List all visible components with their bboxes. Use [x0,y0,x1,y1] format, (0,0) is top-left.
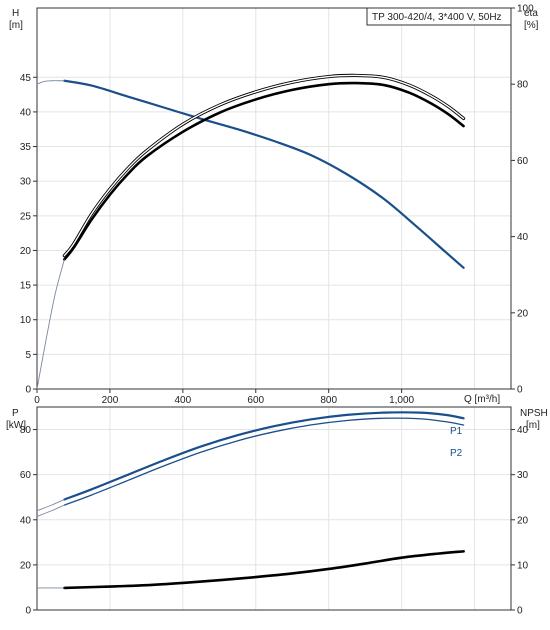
bottom-left-tick-label: 40 [20,515,32,526]
chart-title: TP 300-420/4, 3*400 V, 50Hz [372,12,502,23]
bottom-left-axis-name: P [12,408,19,419]
top-left-tick-label: 5 [25,350,31,361]
top-series-4-extension [36,259,65,390]
top-series-1-extension [36,80,65,85]
top-right-tick-label: 40 [517,232,529,243]
top-left-tick-label: 15 [20,281,32,292]
top-left-tick-label: 45 [20,73,32,84]
top-left-tick-label: 20 [20,246,32,257]
bottom-left-tick-label: 20 [20,560,32,571]
bottom-series-3-extension [36,504,65,517]
x-axis-label: Q [m³/h] [464,394,500,405]
bottom-series-0-p1-line [63,411,465,501]
bottom-series-4-line [63,550,465,590]
top-panel-series [36,73,466,390]
top-right-tick-label: 20 [517,308,529,319]
x-tick-label: 200 [102,395,119,406]
top-left-tick-label: 0 [25,385,31,396]
top-series-0-line [63,79,465,269]
bottom-panel-series [36,411,465,590]
top-series-2-outline [62,73,466,258]
top-series-2-inner [63,74,465,257]
bottom-right-tick-label: 20 [517,515,529,526]
bottom-series-2-extension [36,499,65,512]
top-right-axis-unit: [%] [524,20,539,31]
top-left-axis-unit: [m] [9,20,23,31]
x-tick-label: 400 [175,395,192,406]
top-right-tick-label: 0 [517,385,523,396]
top-panel-ticks: 0 200 400 600 800 1,000 0 5 10 15 20 25 30 35 40 45 0 20 4… [20,4,534,407]
top-right-tick-label: 80 [517,80,529,91]
top-series-3-line [63,81,465,261]
series-label-p2: P2 [450,448,463,459]
bottom-right-axis-name: NPSH [520,408,548,419]
top-left-tick-label: 40 [20,107,32,118]
x-tick-label: 600 [247,395,264,406]
top-left-tick-label: 10 [20,315,32,326]
bottom-left-axis-unit: [kW] [6,420,26,431]
x-tick-label: 800 [320,395,337,406]
chart-title-box [366,7,512,26]
top-left-tick-label: 35 [20,142,32,153]
top-right-tick-label: 100 [517,4,534,15]
bottom-right-tick-label: 10 [517,560,529,571]
top-left-axis-name: H [12,8,19,19]
top-left-tick-label: 25 [20,211,32,222]
bottom-left-tick-label: 60 [20,470,32,481]
bottom-left-tick-label: 80 [20,425,32,436]
bottom-series-1-p2-line [63,417,465,506]
bottom-panel-grid [37,407,511,610]
top-plot-frame [36,7,512,390]
bottom-right-axis-unit: [m] [526,420,540,431]
bottom-plot-frame [36,406,512,611]
bottom-right-tick-label: 30 [517,470,529,481]
bottom-right-tick-label: 40 [517,425,529,436]
x-tick-label: 1,000 [389,395,414,406]
series-label-p1: P1 [450,426,463,437]
top-right-axis-name: eta [524,8,538,19]
top-right-tick-label: 60 [517,156,529,167]
bottom-right-tick-label: 0 [517,606,523,617]
top-left-tick-label: 30 [20,177,32,188]
bottom-panel-ticks: 0 20 40 60 80 0 10 20 30 40 [20,425,529,616]
bottom-left-tick-label: 0 [25,606,31,617]
x-tick-label: 0 [34,395,40,406]
